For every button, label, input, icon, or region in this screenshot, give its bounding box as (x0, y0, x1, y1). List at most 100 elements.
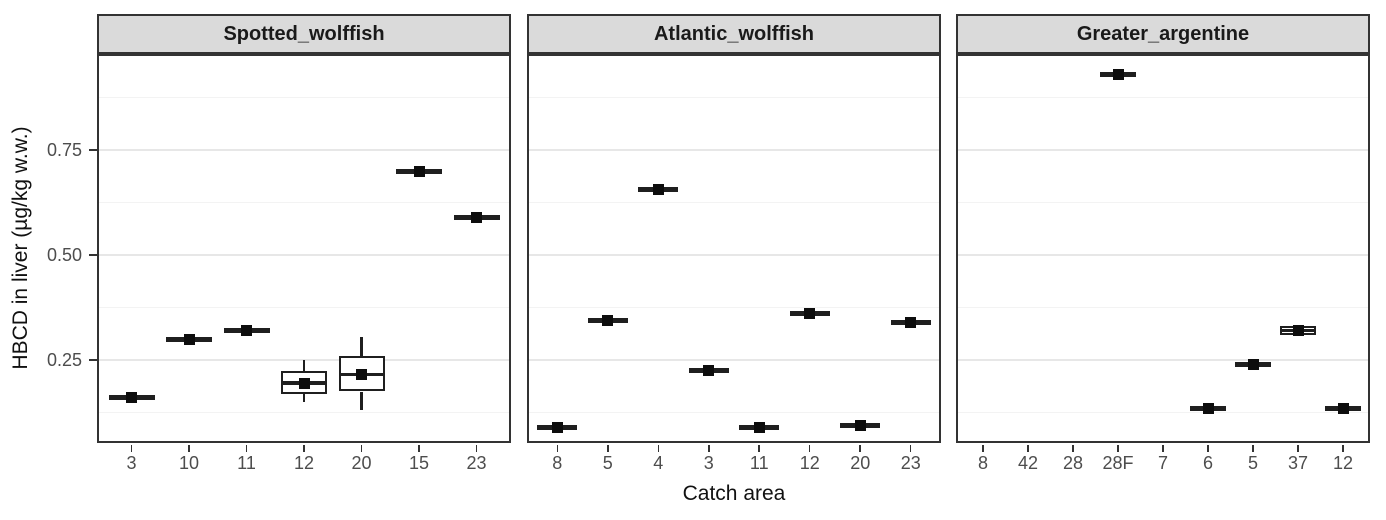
grid-minor-line (99, 411, 509, 414)
x-tick-label: 23 (466, 453, 487, 473)
grid-minor-line (99, 201, 509, 204)
grid-major-line (99, 359, 509, 361)
grid-minor-line (529, 411, 939, 414)
grid-major-line (958, 359, 1368, 361)
facet-strip: Atlantic_wolffish (527, 14, 941, 54)
x-tick-mark (909, 445, 912, 452)
x-tick-label: 12 (799, 453, 820, 473)
x-tick-mark (130, 445, 133, 452)
grid-minor-line (529, 96, 939, 99)
mean-point-square (126, 392, 137, 404)
facet-panel-background (527, 54, 941, 443)
x-tick-label: 8 (552, 453, 563, 473)
facet-panel-border (527, 54, 941, 443)
grid-major-line (529, 149, 939, 151)
grid-minor-line (958, 201, 1368, 204)
facet-strip: Greater_argentine (956, 14, 1370, 54)
mean-point-square (905, 316, 917, 328)
mean-point-square (241, 325, 252, 337)
mean-point-square (551, 421, 563, 433)
boxplot-lower-whisker (360, 391, 363, 411)
mean-point-square (753, 421, 765, 433)
mean-point-square (471, 211, 482, 223)
x-tick-label: 5 (1247, 453, 1258, 473)
boxplot-upper-whisker (302, 360, 306, 371)
grid-major-line (529, 254, 939, 256)
x-axis-title: Catch area (682, 482, 786, 505)
mean-point-square (413, 165, 425, 177)
x-tick-label: 3 (126, 453, 137, 473)
x-tick-label: 28 (1062, 453, 1084, 473)
facet-panel-background (956, 54, 1370, 443)
mean-point-square (602, 314, 614, 326)
x-tick-mark (859, 445, 861, 452)
boxplot-upper-whisker (360, 336, 363, 356)
facet-panel-border (97, 54, 511, 443)
x-tick-mark (982, 445, 984, 452)
mean-point-square (1202, 402, 1214, 414)
x-tick-label: 5 (602, 453, 613, 473)
x-tick-label: 20 (351, 453, 372, 473)
x-tick-label: 11 (749, 453, 769, 473)
x-tick-mark (1207, 445, 1209, 452)
grid-major-line (99, 149, 509, 151)
facet-strip-label: Atlantic_wolffish (653, 22, 814, 45)
x-tick-mark (607, 445, 609, 452)
grid-minor-line (529, 201, 939, 204)
x-tick-mark (1297, 445, 1299, 452)
x-tick-label: 42 (1017, 453, 1039, 473)
facet-strip-label: Spotted_wolffish (223, 22, 385, 45)
x-tick-mark (1117, 445, 1119, 452)
x-tick-label: 23 (900, 453, 921, 473)
y-tick-label: 0.25 (46, 350, 82, 370)
x-tick-label: 7 (1157, 453, 1168, 473)
grid-minor-line (958, 96, 1368, 99)
y-tick-mark (89, 149, 97, 151)
mean-point-square (804, 308, 816, 320)
grid-minor-line (958, 306, 1368, 309)
x-tick-mark (808, 445, 811, 452)
x-tick-label: 28F (1102, 453, 1134, 473)
mean-point-square (1292, 325, 1304, 337)
grid-minor-line (958, 411, 1368, 414)
x-tick-mark (1027, 445, 1029, 452)
x-tick-label: 4 (653, 453, 664, 473)
x-tick-label: 12 (1332, 453, 1354, 473)
x-tick-mark (556, 445, 559, 452)
x-tick-mark (418, 445, 420, 452)
mean-point-square (183, 333, 195, 345)
x-tick-label: 3 (703, 453, 714, 473)
x-tick-label: 8 (977, 453, 988, 473)
mean-point-square (1112, 68, 1124, 80)
boxplot-lower-whisker (302, 393, 306, 402)
x-tick-label: 15 (408, 453, 430, 473)
mean-point-square (298, 377, 310, 389)
x-tick-mark (1162, 445, 1164, 452)
grid-major-line (529, 359, 939, 361)
x-tick-mark (1252, 445, 1254, 452)
x-tick-mark (303, 445, 305, 452)
x-tick-mark (708, 445, 710, 452)
x-tick-label: 20 (850, 453, 871, 473)
mean-point-square (854, 419, 866, 431)
x-tick-mark (245, 445, 248, 452)
grid-minor-line (99, 306, 509, 309)
x-tick-mark (1072, 445, 1074, 452)
x-tick-label: 11 (237, 453, 256, 473)
grid-major-line (958, 254, 1368, 256)
x-tick-label: 37 (1287, 453, 1309, 473)
grid-minor-line (529, 306, 939, 309)
y-tick-label: 0.50 (46, 245, 82, 265)
x-tick-mark (657, 445, 660, 452)
grid-major-line (99, 254, 509, 256)
mean-point-square (652, 184, 664, 196)
facet-strip-label: Greater_argentine (1076, 22, 1250, 45)
grid-major-line (958, 149, 1368, 151)
x-tick-mark (758, 445, 760, 452)
x-tick-mark (475, 445, 478, 452)
y-tick-mark (89, 254, 97, 256)
x-tick-mark (360, 445, 363, 452)
mean-point-square (703, 365, 715, 376)
